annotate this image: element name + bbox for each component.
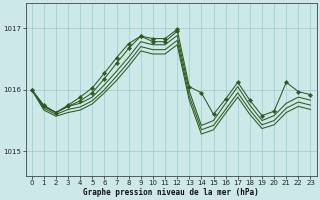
X-axis label: Graphe pression niveau de la mer (hPa): Graphe pression niveau de la mer (hPa)	[83, 188, 259, 197]
